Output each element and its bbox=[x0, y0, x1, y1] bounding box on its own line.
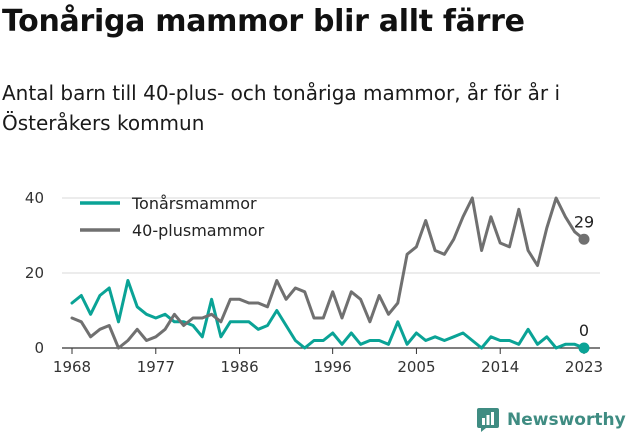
series-lines: 0 29 bbox=[70, 196, 594, 354]
chart-title: Tonåriga mammor blir allt färre bbox=[2, 4, 525, 39]
x-tick-label: 2005 bbox=[397, 358, 435, 376]
series-line-1 bbox=[70, 196, 586, 350]
series-end-point-1 bbox=[578, 233, 590, 245]
line-chart: 0 20 40 1968 1977 1986 1996 2005 2014 2023 0 29 To… bbox=[25, 189, 603, 376]
legend-label-0: Tonårsmammor bbox=[131, 194, 257, 213]
legend: Tonårsmammor 40-plusmammor bbox=[80, 194, 265, 240]
x-tick-label: 2014 bbox=[481, 358, 519, 376]
bar-chart-logo-icon bbox=[477, 408, 499, 432]
y-tick-label: 0 bbox=[34, 339, 44, 357]
series-line-0 bbox=[70, 279, 586, 350]
gridlines bbox=[62, 197, 600, 274]
x-tick-label: 1977 bbox=[137, 358, 175, 376]
y-tick-label: 20 bbox=[25, 264, 44, 282]
newsworthy-brand: Newsworthy bbox=[476, 407, 626, 433]
series-end-label-1: 29 bbox=[574, 212, 594, 231]
legend-label-1: 40-plusmammor bbox=[132, 221, 265, 240]
chart-subtitle: Antal barn till 40-plus- och tonåriga ma… bbox=[2, 81, 561, 135]
x-tick-label: 1996 bbox=[314, 358, 352, 376]
brand-name: Newsworthy bbox=[507, 410, 626, 430]
x-tick-label: 1986 bbox=[220, 358, 258, 376]
series-end-label-0: 0 bbox=[579, 321, 589, 340]
x-tick-label: 1968 bbox=[53, 358, 91, 376]
series-end-point-0 bbox=[578, 342, 590, 354]
y-tick-label: 40 bbox=[25, 189, 44, 207]
x-tick-label: 2023 bbox=[565, 358, 603, 376]
